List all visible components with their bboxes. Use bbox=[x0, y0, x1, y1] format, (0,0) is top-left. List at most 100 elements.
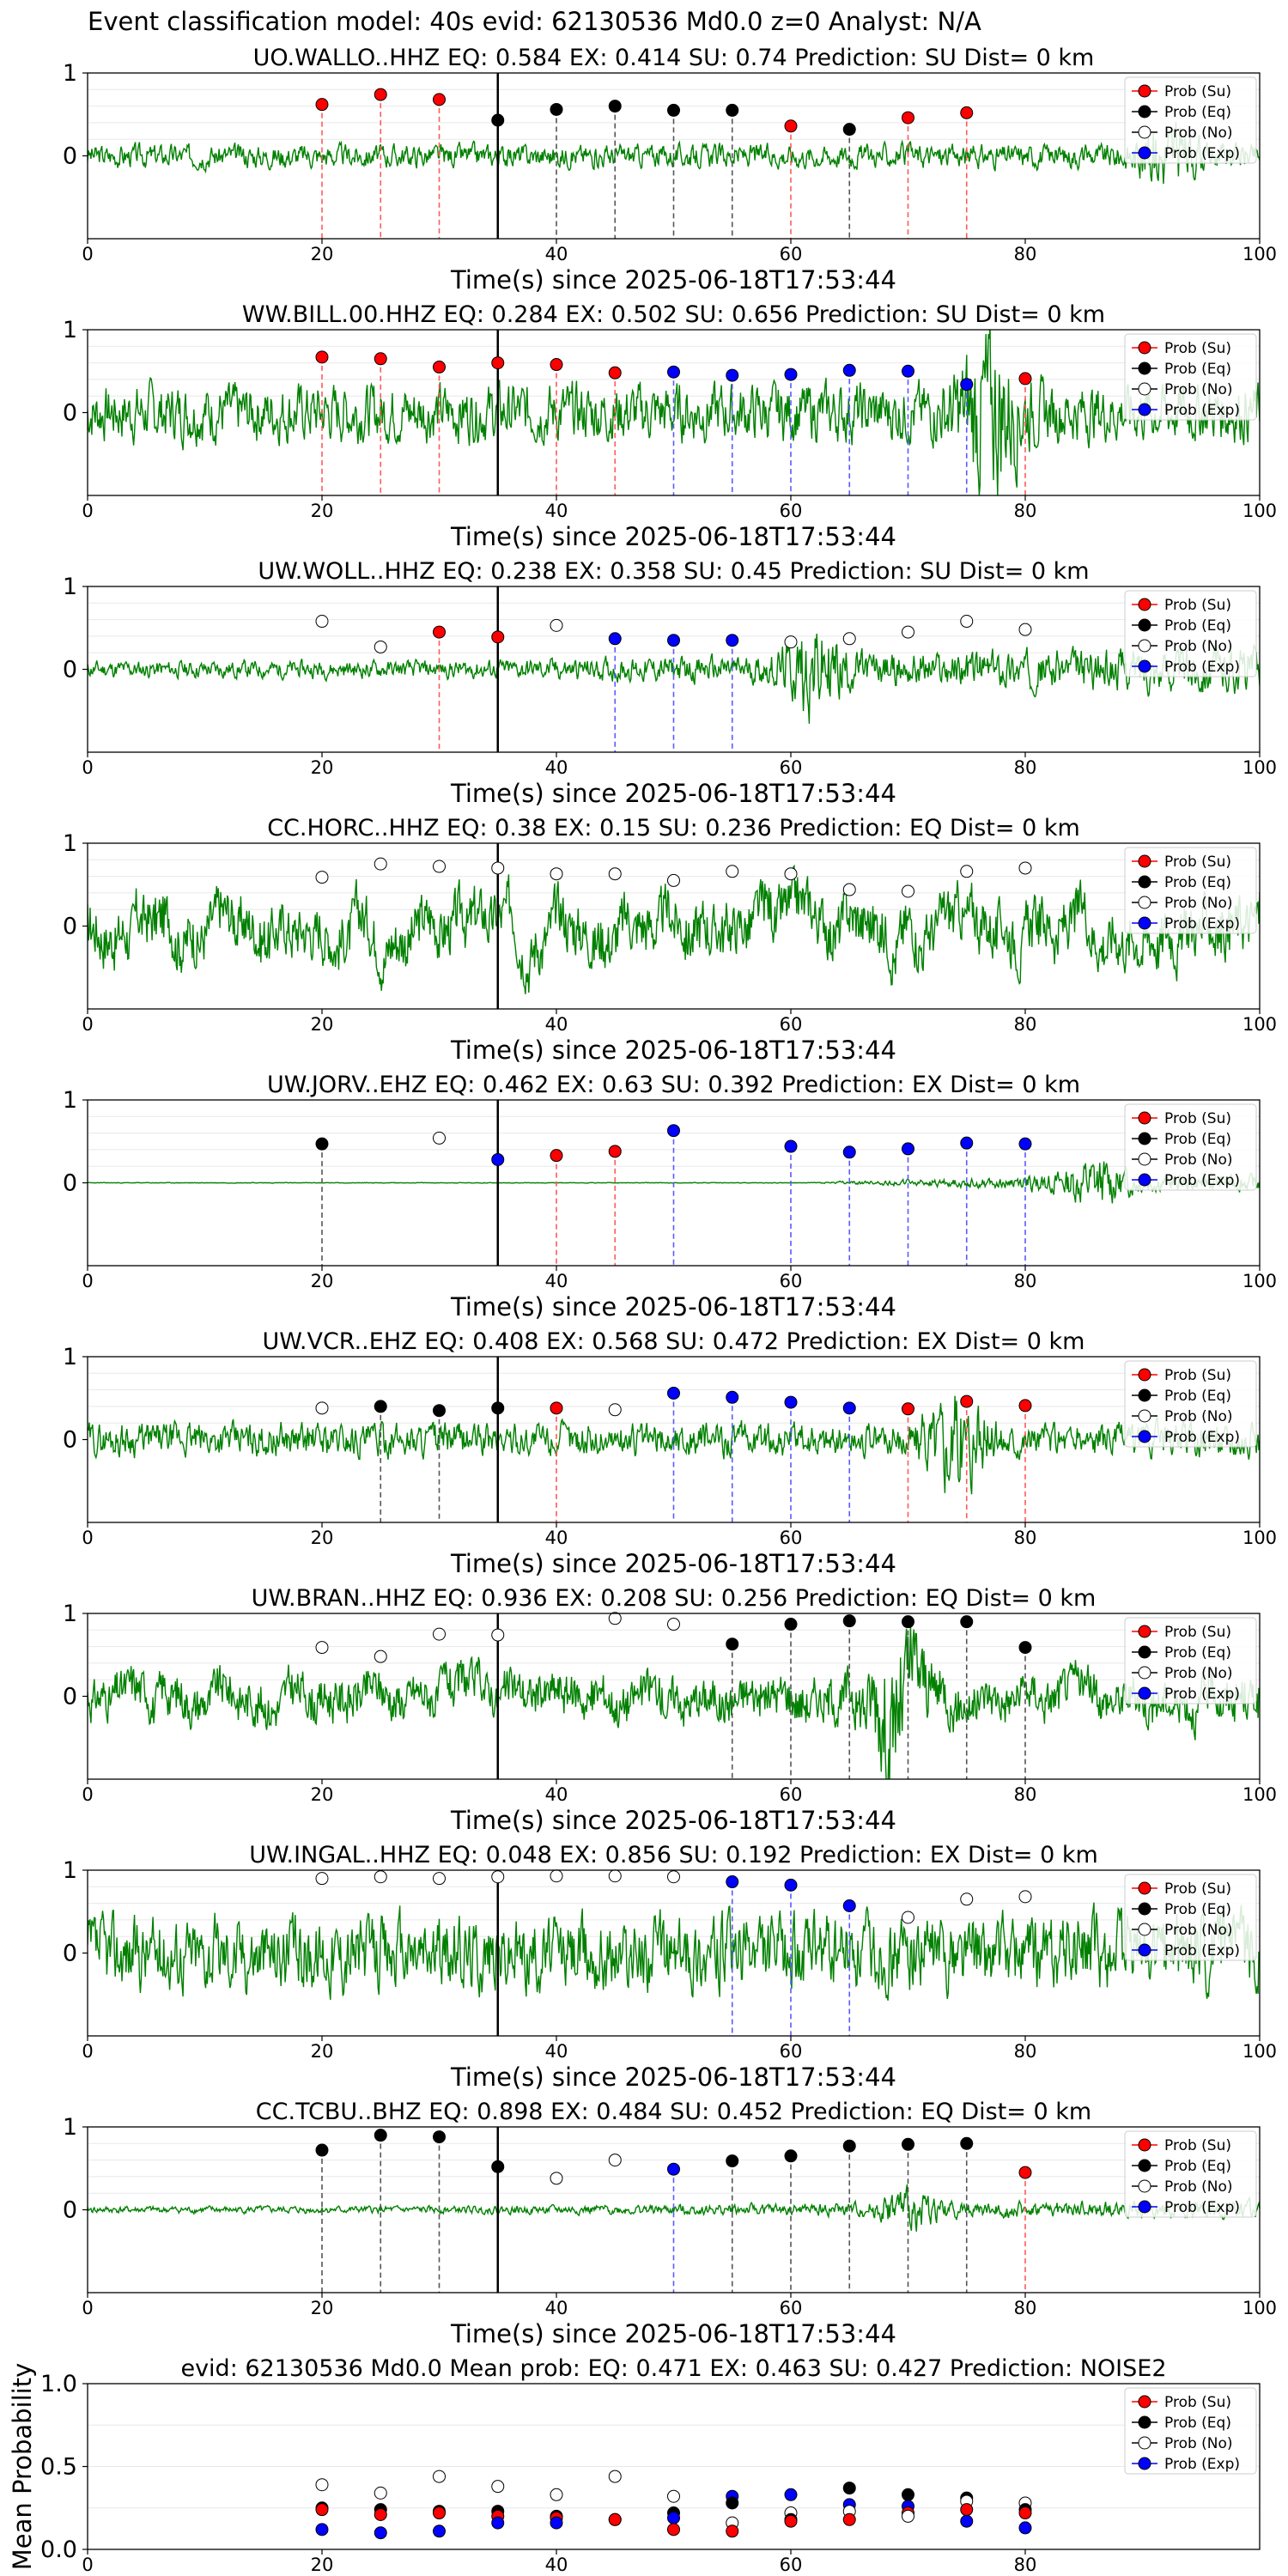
prob-marker-eq bbox=[842, 2482, 856, 2495]
prob-marker-su bbox=[433, 360, 446, 374]
prob-marker-exp bbox=[784, 1395, 798, 1409]
panel-title: UW.VCR..EHZ EQ: 0.408 EX: 0.568 SU: 0.47… bbox=[263, 1328, 1085, 1355]
y-tick-label: 1.0 bbox=[40, 2371, 77, 2397]
x-tick-label: 40 bbox=[545, 1528, 568, 1548]
legend-marker-su bbox=[1138, 2395, 1151, 2409]
prob-marker-exp bbox=[960, 2514, 974, 2528]
prob-marker-su bbox=[433, 93, 446, 106]
x-tick-label: 60 bbox=[780, 1528, 803, 1548]
y-tick-label: 0.5 bbox=[40, 2454, 77, 2481]
legend-box bbox=[1124, 2387, 1257, 2475]
prob-marker-no bbox=[315, 871, 329, 884]
legend-label-no: Prob (No) bbox=[1164, 1665, 1233, 1682]
prob-marker-no bbox=[491, 861, 505, 875]
prob-marker-exp bbox=[667, 365, 680, 379]
prob-marker-exp bbox=[1018, 2521, 1032, 2535]
legend-marker-su bbox=[1138, 1881, 1151, 1895]
legend-marker-eq bbox=[1138, 618, 1151, 632]
prob-marker-eq bbox=[433, 1404, 446, 1418]
prob-marker-exp bbox=[433, 2524, 446, 2538]
panel-3: 0 20 40 60 80 100 1 0 UW.WOLL..HHZ EQ: 0.238 EX:… bbox=[63, 558, 1277, 808]
prob-marker-su bbox=[784, 2514, 798, 2528]
prob-marker-exp bbox=[726, 1390, 739, 1404]
prob-marker-exp bbox=[726, 368, 739, 382]
legend-label-exp: Prob (Exp) bbox=[1164, 2199, 1240, 2216]
legend-marker-eq bbox=[1138, 1902, 1151, 1916]
legend-label-no: Prob (No) bbox=[1164, 1408, 1233, 1425]
legend-label-exp: Prob (Exp) bbox=[1164, 402, 1240, 419]
prob-marker-su bbox=[726, 2524, 739, 2538]
legend-label-su: Prob (Su) bbox=[1164, 1367, 1231, 1384]
prob-marker-su bbox=[374, 88, 387, 101]
prob-marker-no bbox=[1018, 1890, 1032, 1904]
prob-marker-eq bbox=[491, 113, 505, 127]
legend-label-exp: Prob (Exp) bbox=[1164, 1942, 1240, 1959]
x-axis-label: Time(s) since 2025-06-18T17:53:44 bbox=[450, 2063, 896, 2092]
prob-marker-exp bbox=[726, 1875, 739, 1889]
prob-marker-su bbox=[667, 2523, 680, 2537]
legend-label-exp: Prob (Exp) bbox=[1164, 1429, 1240, 1446]
y-tick-label: 1 bbox=[63, 1857, 77, 1884]
legend-label-no: Prob (No) bbox=[1164, 381, 1233, 398]
x-axis-label: Time(s) since 2025-06-18T17:53:44 bbox=[450, 1292, 896, 1321]
y-tick-label: 0 bbox=[63, 1170, 77, 1197]
legend-marker-no bbox=[1138, 1923, 1151, 1936]
x-tick-label: 80 bbox=[1014, 2298, 1037, 2318]
prob-marker-eq bbox=[608, 100, 622, 113]
legend-label-su: Prob (Su) bbox=[1164, 1110, 1231, 1127]
prob-marker-su bbox=[842, 2512, 856, 2526]
x-tick-label: 100 bbox=[1242, 2041, 1277, 2062]
prob-marker-no bbox=[667, 873, 680, 887]
x-tick-label: 0 bbox=[82, 757, 93, 778]
x-tick-label: 100 bbox=[1242, 501, 1277, 521]
prob-marker-su bbox=[374, 2507, 387, 2521]
y-tick-label: 0 bbox=[63, 914, 77, 940]
plot-area bbox=[88, 843, 1260, 1009]
prob-marker-exp bbox=[667, 1386, 680, 1400]
prob-marker-exp bbox=[842, 1401, 856, 1415]
figure-title: Event classification model: 40s evid: 62… bbox=[88, 7, 981, 36]
x-tick-label: 60 bbox=[780, 1014, 803, 1035]
legend-marker-exp bbox=[1138, 1686, 1151, 1700]
legend-label-no: Prob (No) bbox=[1164, 125, 1233, 142]
legend-label-no: Prob (No) bbox=[1164, 895, 1233, 912]
legend-box bbox=[1124, 590, 1257, 677]
panel-6: 0 20 40 60 80 100 1 0 UW.VCR..EHZ EQ: 0.408 EX: … bbox=[63, 1328, 1277, 1578]
prob-marker-no bbox=[608, 867, 622, 881]
legend-marker-exp bbox=[1138, 146, 1151, 160]
prob-marker-su bbox=[315, 98, 329, 112]
panel-title: evid: 62130536 Md0.0 Mean prob: EQ: 0.47… bbox=[180, 2355, 1166, 2382]
legend-marker-exp bbox=[1138, 1943, 1151, 1957]
legend-box bbox=[1124, 1360, 1257, 1448]
plot-area bbox=[88, 1100, 1260, 1266]
plot-area bbox=[88, 330, 1260, 495]
x-tick-label: 20 bbox=[311, 2555, 334, 2575]
prob-marker-su bbox=[315, 2503, 329, 2517]
prob-marker-eq bbox=[726, 103, 739, 117]
prob-marker-no bbox=[374, 1870, 387, 1884]
prob-marker-exp bbox=[608, 632, 622, 646]
y-tick-label: 1 bbox=[63, 60, 77, 87]
prob-marker-no bbox=[902, 1911, 914, 1924]
x-tick-label: 100 bbox=[1242, 244, 1277, 264]
legend-label-exp: Prob (Exp) bbox=[1164, 145, 1240, 162]
legend: Prob (Su) Prob (Eq) Prob (No) Prob (Exp) bbox=[1124, 847, 1257, 934]
prob-marker-no bbox=[784, 635, 798, 649]
waveform-trace bbox=[88, 1395, 1260, 1495]
legend-marker-eq bbox=[1138, 875, 1151, 889]
legend-marker-eq bbox=[1138, 361, 1151, 375]
x-tick-label: 20 bbox=[311, 244, 334, 264]
x-tick-label: 0 bbox=[82, 2041, 93, 2062]
prob-marker-exp bbox=[667, 2511, 680, 2524]
panel-9: 0 20 40 60 80 100 1 0 CC.TCBU..BHZ EQ: 0.898 EX:… bbox=[63, 2099, 1277, 2348]
x-tick-label: 0 bbox=[82, 501, 93, 521]
panel-title: UW.JORV..EHZ EQ: 0.462 EX: 0.63 SU: 0.39… bbox=[267, 1072, 1080, 1098]
x-tick-label: 80 bbox=[1014, 501, 1037, 521]
legend-marker-su bbox=[1138, 84, 1151, 98]
prob-marker-no bbox=[491, 1628, 505, 1642]
prob-marker-no bbox=[550, 2488, 563, 2501]
legend: Prob (Su) Prob (Eq) Prob (No) Prob (Exp) bbox=[1124, 590, 1257, 677]
prob-marker-su bbox=[902, 111, 914, 125]
legend-box bbox=[1124, 847, 1257, 934]
x-tick-label: 80 bbox=[1014, 1271, 1037, 1291]
